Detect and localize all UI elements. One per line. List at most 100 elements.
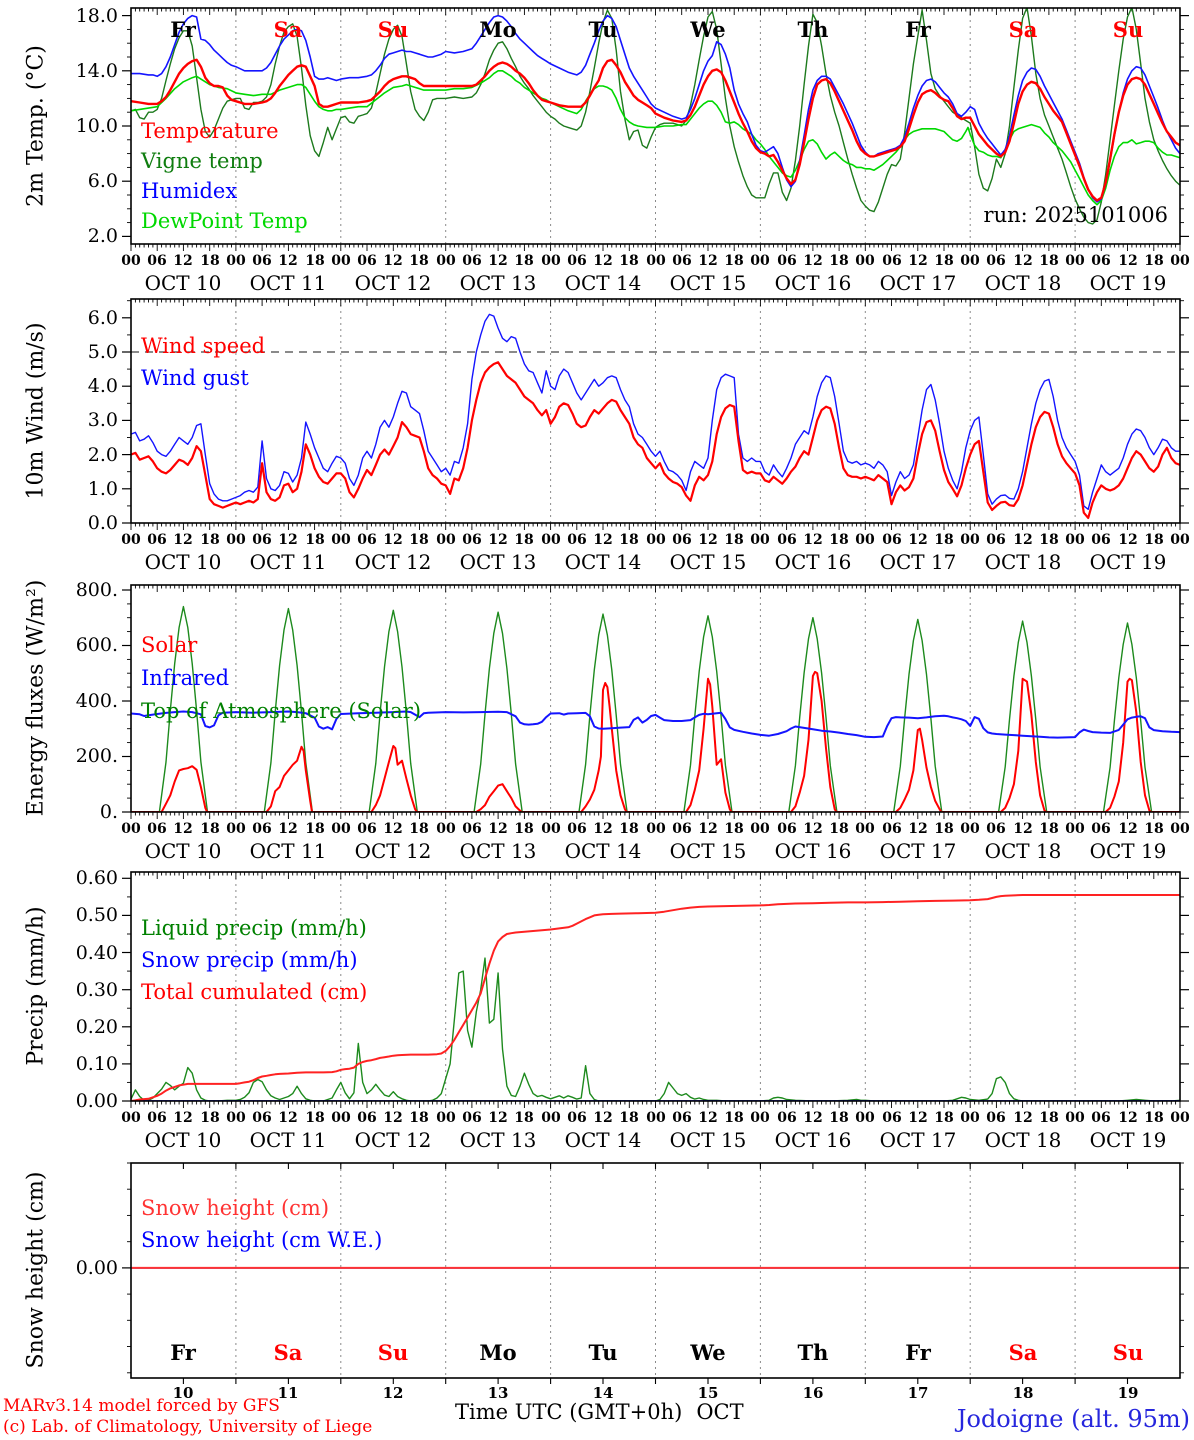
hour-tick-label: 18 — [514, 1110, 534, 1126]
hour-tick-label: 06 — [986, 253, 1006, 269]
hour-tick-label: 18 — [409, 1110, 429, 1126]
hour-tick-label: 00 — [1065, 532, 1085, 548]
legend-temperature: Temperature — [141, 119, 279, 143]
day-label: OCT 18 — [984, 271, 1062, 295]
hour-tick-label: 18 — [409, 821, 429, 837]
station-label: Jodoigne (alt. 95m) — [956, 1405, 1190, 1433]
hour-tick-label: 18 — [409, 532, 429, 548]
day-label: OCT 17 — [879, 839, 957, 863]
date-label: 11 — [277, 1384, 299, 1402]
day-label: OCT 10 — [144, 839, 222, 863]
hour-tick-label: 06 — [147, 532, 167, 548]
day-label: OCT 15 — [669, 271, 747, 295]
day-label: OCT 14 — [564, 271, 642, 295]
day-label: OCT 18 — [984, 550, 1062, 574]
hour-tick-label: 00 — [750, 532, 770, 548]
hour-tick-label: 06 — [672, 1110, 692, 1126]
day-label: OCT 16 — [774, 271, 852, 295]
hour-tick-label: 00 — [226, 253, 246, 269]
time-utc-label: Time UTC (GMT+0h) — [455, 1400, 683, 1424]
y-tick-label: 0.30 — [75, 979, 118, 1001]
hour-tick-label: 06 — [357, 821, 377, 837]
hour-tick-label: 12 — [278, 532, 298, 548]
hour-tick-label: 06 — [1091, 821, 1111, 837]
y-tick-label: 2.0 — [87, 225, 118, 247]
y-tick-label: 400. — [75, 690, 118, 712]
hour-tick-label: 12 — [908, 253, 928, 269]
weekday-label-top: Su — [1112, 17, 1144, 42]
run-label: run: 2025101006 — [983, 203, 1168, 227]
y-tick-label: 6.0 — [87, 307, 118, 329]
day-label: OCT 16 — [774, 550, 852, 574]
legend-wind-speed: Wind speed — [141, 334, 266, 358]
hour-tick-label: 12 — [173, 253, 193, 269]
weekday-label-top: Sa — [273, 17, 303, 42]
date-label: 12 — [382, 1384, 404, 1402]
hour-tick-label: 12 — [908, 1110, 928, 1126]
hour-tick-label: 06 — [357, 253, 377, 269]
hour-tick-label: 12 — [593, 253, 613, 269]
y-tick-label: 0.00 — [75, 1257, 118, 1279]
hour-tick-label: 18 — [619, 1110, 639, 1126]
hour-tick-label: 00 — [1065, 1110, 1085, 1126]
day-label: OCT 19 — [1089, 839, 1167, 863]
day-label: OCT 11 — [249, 271, 327, 295]
day-label: OCT 10 — [144, 271, 222, 295]
hour-tick-label: 12 — [1118, 1110, 1138, 1126]
hour-tick-label: 12 — [173, 532, 193, 548]
y-tick-label: 14.0 — [75, 60, 118, 82]
hour-tick-label: 06 — [1091, 532, 1111, 548]
day-label: OCT 18 — [984, 839, 1062, 863]
day-label: OCT 11 — [249, 550, 327, 574]
hour-tick-label: 00 — [541, 532, 561, 548]
day-label: OCT 13 — [459, 271, 537, 295]
hour-tick-label: 18 — [1039, 253, 1059, 269]
hour-tick-label: 06 — [672, 821, 692, 837]
hour-tick-label: 00 — [541, 253, 561, 269]
y-axis-title-precip: Precip (mm/h) — [23, 906, 49, 1066]
hour-tick-label: 00 — [960, 821, 980, 837]
hour-tick-label: 18 — [619, 532, 639, 548]
hour-tick-label: 18 — [514, 532, 534, 548]
hour-tick-label: 18 — [305, 1110, 325, 1126]
hour-tick-label: 18 — [1144, 1110, 1164, 1126]
hour-tick-label: 18 — [1144, 532, 1164, 548]
hour-tick-label: 18 — [305, 821, 325, 837]
day-label: OCT 14 — [564, 550, 642, 574]
hour-tick-label: 06 — [147, 821, 167, 837]
hour-tick-label: 00 — [855, 1110, 875, 1126]
day-label: OCT 15 — [669, 839, 747, 863]
hour-tick-label: 06 — [357, 1110, 377, 1126]
hour-tick-label: 12 — [488, 821, 508, 837]
hour-tick-label: 06 — [882, 253, 902, 269]
y-tick-label: 10.0 — [75, 115, 118, 137]
date-label: 18 — [1012, 1384, 1034, 1402]
legend-top-of-atmosphere: Top of Atmosphere (Solar) — [141, 699, 422, 723]
hour-tick-label: 18 — [305, 532, 325, 548]
hour-tick-label: 06 — [672, 532, 692, 548]
hour-tick-label: 18 — [1039, 821, 1059, 837]
hour-tick-label: 12 — [803, 253, 823, 269]
day-label: OCT 12 — [354, 550, 432, 574]
y-tick-label: 5.0 — [87, 341, 118, 363]
hour-tick-label: 06 — [882, 1110, 902, 1126]
hour-tick-label: 12 — [1013, 253, 1033, 269]
hour-tick-label: 18 — [934, 821, 954, 837]
hour-tick-label: 00 — [121, 1110, 141, 1126]
time-axis-label: Time UTC (GMT+0h) OCT — [455, 1400, 744, 1424]
hour-tick-label: 00 — [855, 532, 875, 548]
hour-tick-label: 00 — [1170, 1110, 1190, 1126]
hour-tick-label: 18 — [619, 821, 639, 837]
hour-tick-label: 00 — [646, 253, 666, 269]
hour-tick-label: 12 — [383, 253, 403, 269]
credit-line-1: MARv3.14 model forced by GFS — [3, 1396, 280, 1416]
hour-tick-label: 00 — [750, 821, 770, 837]
hour-tick-label: 18 — [829, 1110, 849, 1126]
hour-tick-label: 12 — [698, 1110, 718, 1126]
hour-tick-label: 12 — [1118, 821, 1138, 837]
hour-tick-label: 00 — [960, 253, 980, 269]
hour-tick-label: 06 — [567, 532, 587, 548]
date-label: 19 — [1117, 1384, 1139, 1402]
hour-tick-label: 06 — [777, 532, 797, 548]
weekday-label-bottom: We — [690, 1340, 726, 1365]
